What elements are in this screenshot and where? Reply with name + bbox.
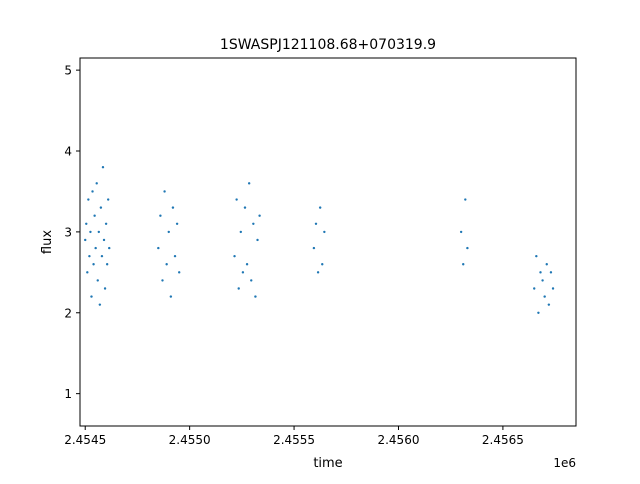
data-point bbox=[543, 295, 546, 298]
data-point bbox=[93, 214, 96, 217]
data-point bbox=[106, 198, 110, 201]
data-point bbox=[252, 222, 255, 225]
data-point bbox=[235, 198, 238, 201]
y-tick-label: 1 bbox=[64, 387, 72, 401]
data-point bbox=[551, 287, 555, 290]
data-point bbox=[243, 206, 247, 209]
data-point bbox=[318, 206, 322, 209]
data-point bbox=[96, 279, 99, 282]
x-tick-label: 2.4550 bbox=[169, 433, 211, 447]
data-point bbox=[178, 271, 181, 274]
data-point bbox=[169, 295, 173, 298]
data-point bbox=[549, 271, 553, 274]
data-point bbox=[258, 214, 261, 217]
data-point bbox=[316, 271, 320, 274]
data-point bbox=[159, 214, 162, 217]
y-tick-label: 2 bbox=[64, 306, 72, 320]
data-point bbox=[247, 182, 251, 185]
data-point bbox=[323, 230, 326, 234]
data-point bbox=[161, 279, 164, 282]
chart-title: 1SWASPJ121108.68+070319.9 bbox=[220, 37, 436, 53]
data-point bbox=[103, 287, 107, 290]
data-point bbox=[239, 230, 243, 234]
data-point bbox=[171, 206, 175, 209]
data-point bbox=[157, 246, 160, 250]
data-point bbox=[92, 263, 95, 266]
x-tick-label: 2.4545 bbox=[64, 433, 106, 447]
x-axis-ticks: 2.4545 2.4550 2.4555 2.4560 2.4565 bbox=[64, 426, 524, 447]
data-point bbox=[102, 238, 106, 242]
data-point bbox=[89, 230, 92, 234]
data-point bbox=[321, 263, 324, 266]
data-point bbox=[90, 295, 93, 298]
data-point bbox=[95, 182, 98, 185]
x-tick-label: 2.4560 bbox=[377, 433, 419, 447]
data-point bbox=[100, 254, 104, 258]
data-point bbox=[86, 271, 89, 274]
data-point bbox=[459, 230, 463, 234]
data-point bbox=[464, 198, 467, 201]
data-point bbox=[88, 254, 91, 258]
data-point bbox=[87, 198, 90, 201]
data-point bbox=[541, 279, 544, 282]
scatter-points bbox=[84, 165, 555, 314]
data-point bbox=[535, 254, 538, 258]
data-point bbox=[173, 254, 177, 258]
data-point bbox=[98, 303, 102, 306]
data-point bbox=[256, 238, 259, 242]
data-point bbox=[85, 222, 88, 225]
data-point bbox=[254, 295, 257, 298]
x-tick-label: 2.4555 bbox=[273, 433, 315, 447]
y-tick-label: 3 bbox=[64, 225, 72, 239]
y-tick-label: 5 bbox=[64, 64, 72, 78]
plot-frame bbox=[79, 57, 577, 427]
data-point bbox=[533, 287, 536, 290]
data-point bbox=[101, 165, 105, 169]
data-point bbox=[175, 222, 179, 225]
data-point bbox=[314, 222, 318, 225]
data-point bbox=[237, 287, 240, 290]
data-point bbox=[97, 230, 101, 234]
data-point bbox=[99, 206, 103, 209]
data-point bbox=[537, 311, 540, 314]
data-point bbox=[108, 246, 111, 250]
data-point bbox=[94, 246, 97, 250]
data-point bbox=[312, 246, 316, 250]
data-point bbox=[250, 279, 253, 282]
data-point bbox=[165, 263, 168, 266]
data-point bbox=[105, 263, 109, 266]
y-axis-label: flux bbox=[40, 230, 55, 254]
data-point bbox=[167, 230, 170, 234]
x-axis-label: time bbox=[313, 456, 342, 471]
data-point bbox=[241, 271, 245, 274]
data-point bbox=[547, 303, 551, 306]
data-point bbox=[545, 263, 548, 266]
data-point bbox=[104, 222, 108, 225]
data-point bbox=[539, 271, 542, 274]
data-point bbox=[466, 246, 469, 250]
data-point bbox=[84, 238, 87, 242]
x-offset-label: 1e6 bbox=[553, 456, 576, 470]
y-axis-ticks: 1 2 3 4 5 bbox=[64, 64, 80, 401]
data-point bbox=[91, 190, 94, 193]
data-point bbox=[163, 190, 166, 193]
data-point bbox=[233, 254, 236, 258]
x-tick-label: 2.4565 bbox=[482, 433, 524, 447]
data-point bbox=[462, 263, 465, 266]
data-point bbox=[245, 263, 249, 266]
y-tick-label: 4 bbox=[64, 145, 72, 159]
